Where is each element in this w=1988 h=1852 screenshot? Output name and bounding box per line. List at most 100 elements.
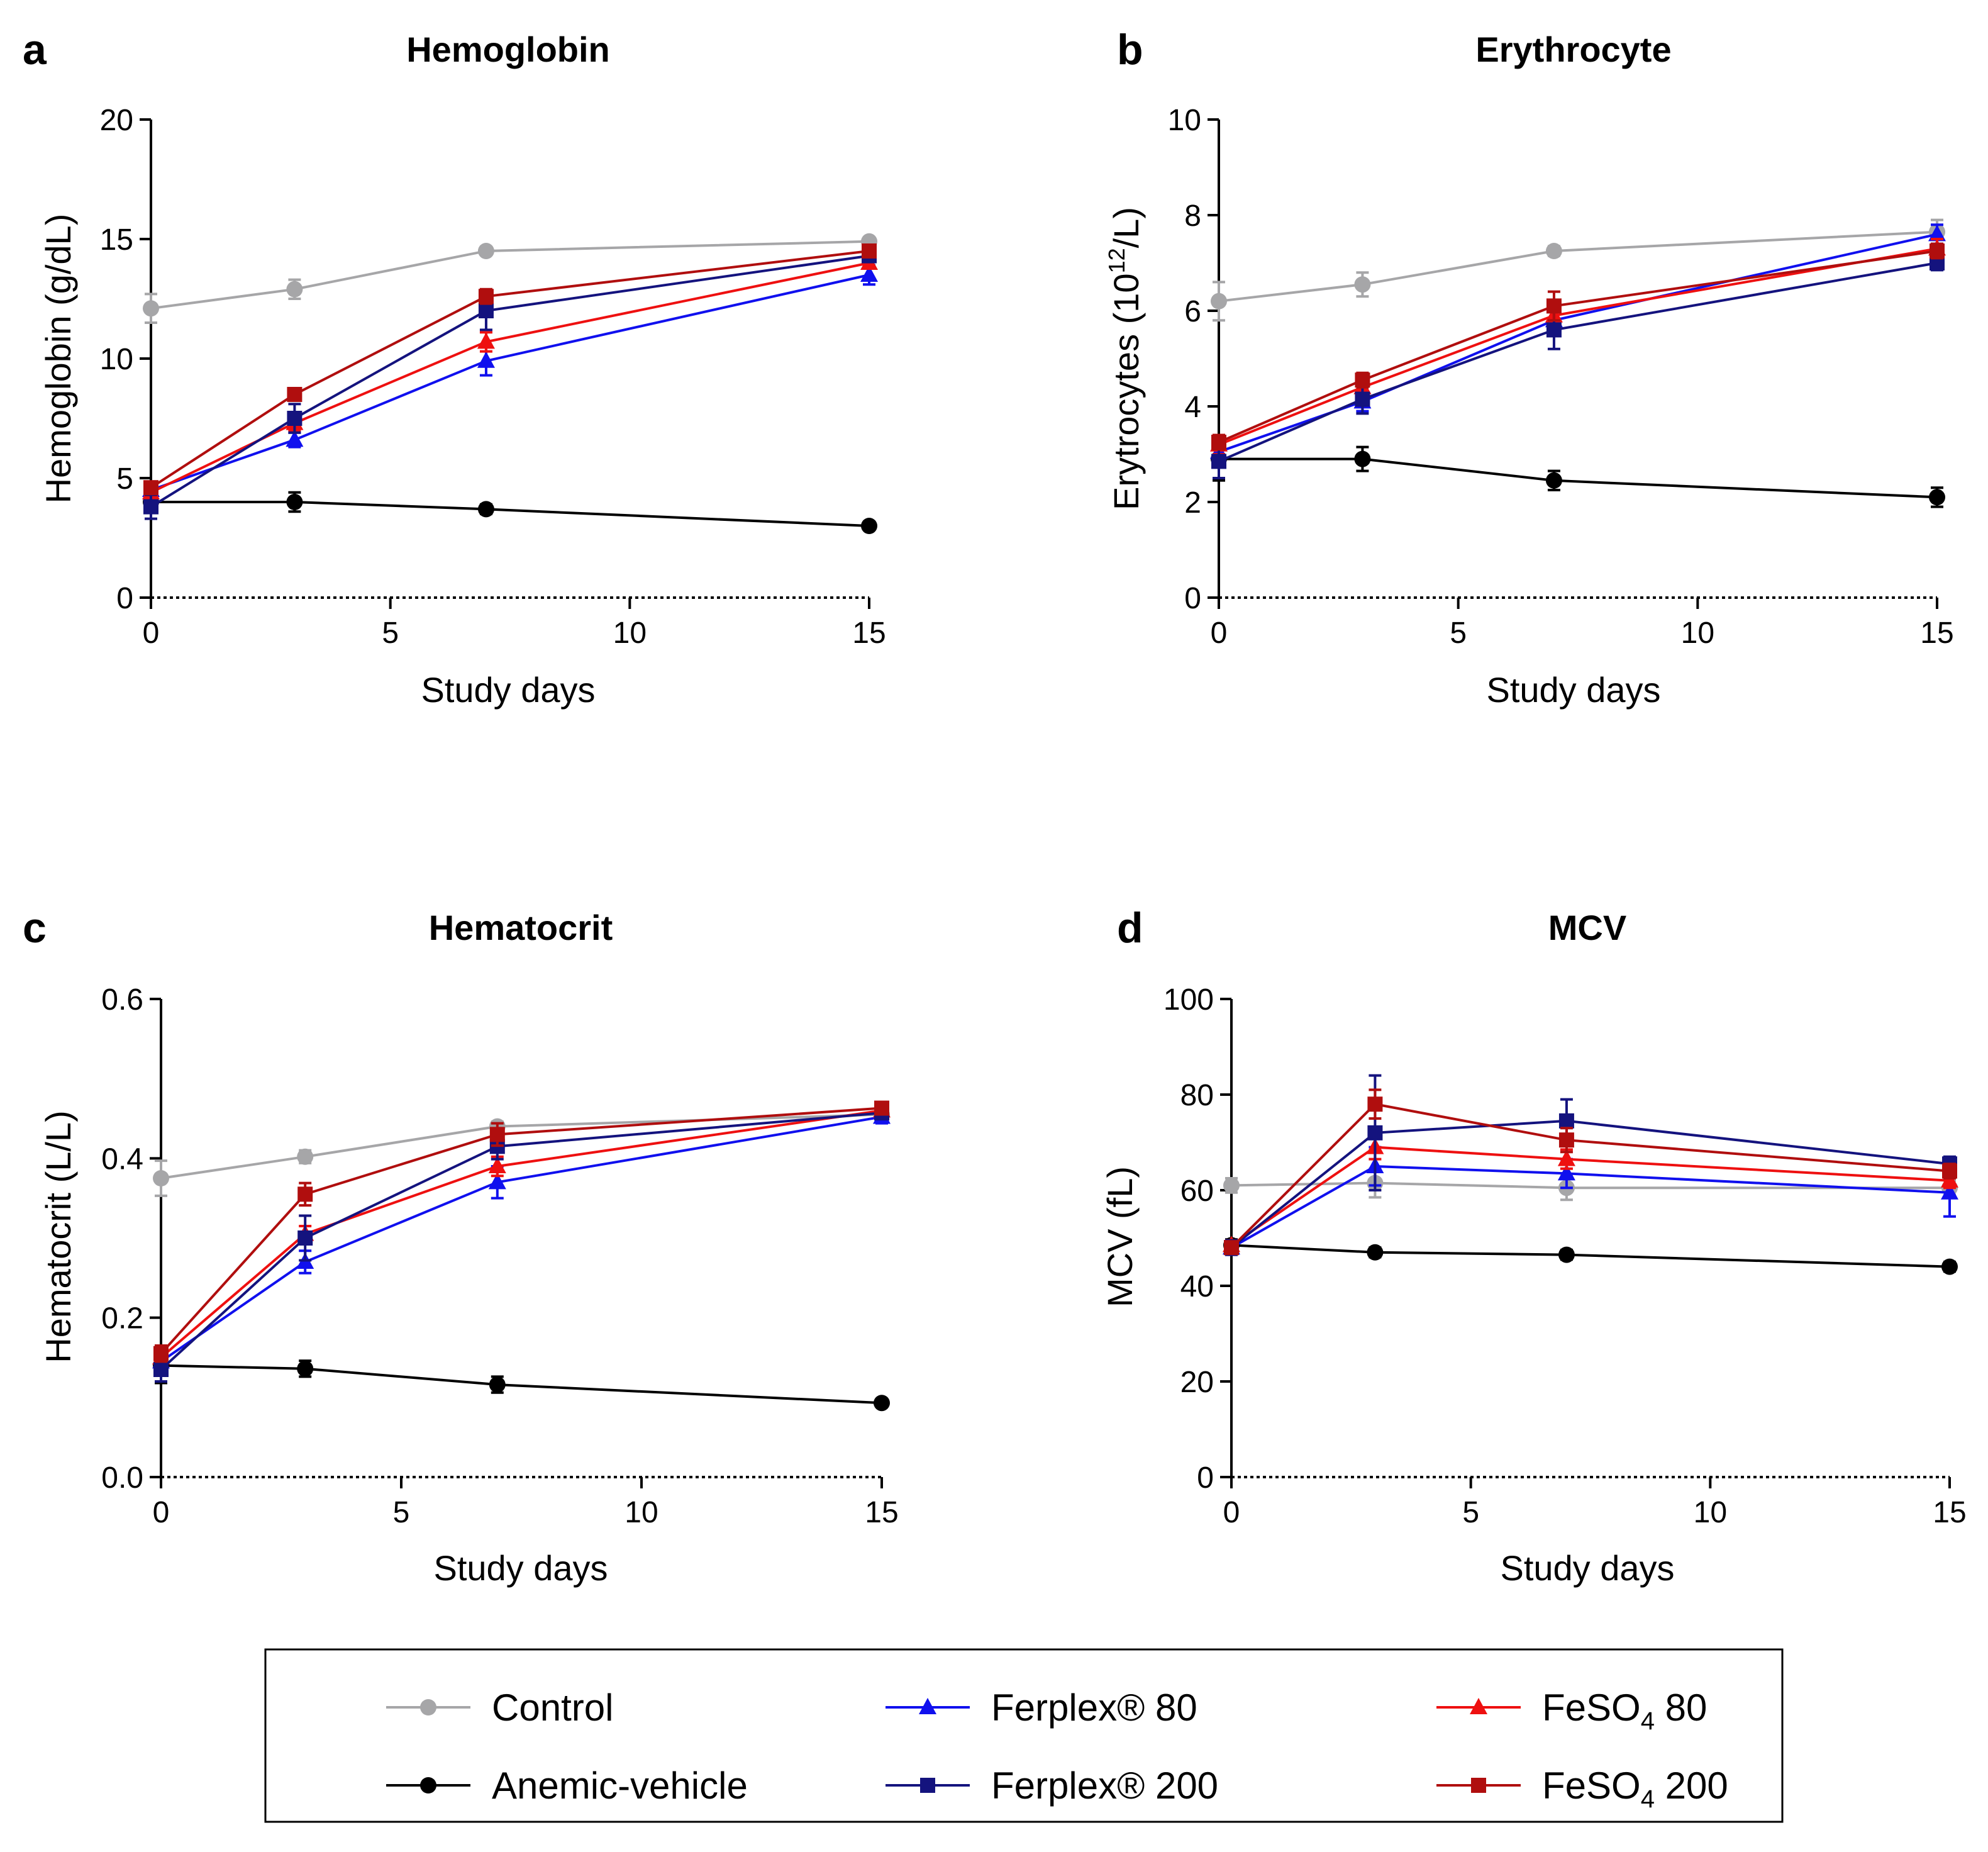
series-line (150, 250, 870, 489)
legend-entry-feso480: FeSO4 80 (1436, 1687, 1707, 1735)
series-ferplex200 (143, 248, 877, 520)
series-line (1218, 250, 1938, 443)
y-tick-label: 15 (100, 223, 133, 257)
data-point (874, 1100, 889, 1116)
series-line (150, 274, 870, 491)
data-point (478, 289, 494, 304)
y-tick-label: 0.2 (101, 1302, 143, 1336)
x-tick-label: 0 (1223, 1496, 1240, 1529)
series-line (1231, 1244, 1950, 1268)
series-line (1230, 1146, 1950, 1247)
panel-hematocrit: c Hematocrit Study days Hematocrit (L/L)… (23, 904, 899, 1588)
data-point (1558, 1132, 1574, 1148)
data-point (488, 1157, 506, 1173)
series-line (160, 1107, 882, 1355)
series-feso480 (1210, 238, 1946, 455)
data-point (153, 1170, 169, 1186)
data-point (1545, 472, 1562, 489)
triangle-icon (919, 1698, 936, 1714)
x-axis-label: Study days (1486, 670, 1660, 710)
series-line (160, 1113, 882, 1180)
data-point (861, 518, 877, 534)
panel-letter: b (1117, 26, 1143, 74)
series-line (1218, 247, 1938, 446)
data-point (1546, 298, 1562, 314)
legend-label: Ferplex® 200 (991, 1765, 1218, 1807)
series-line (160, 1109, 882, 1359)
y-tick-label: 4 (1184, 391, 1201, 424)
y-axis-label: Erytrocytes (1012/L) (1104, 207, 1146, 510)
series-ferplex80 (1210, 223, 1946, 466)
series-anemic (1223, 1237, 1958, 1275)
circle-icon (420, 1699, 436, 1715)
y-axis-label: Hemoglobin (g/dL) (38, 214, 78, 504)
x-tick-label: 0 (1211, 616, 1228, 650)
x-tick-label: 0 (143, 616, 160, 650)
data-point (489, 1376, 506, 1393)
panel-letter: a (23, 26, 47, 74)
y-tick-label: 100 (1163, 983, 1214, 1017)
series-feso4200 (1211, 242, 1945, 451)
data-point (1211, 454, 1226, 469)
legend-label-main: FeSO (1542, 1765, 1641, 1807)
data-point (478, 303, 494, 318)
chart-title: Erythrocyte (1475, 30, 1671, 69)
data-point (1354, 450, 1371, 467)
series-line (1231, 1181, 1950, 1190)
series-feso480 (152, 1101, 891, 1367)
y-tick-label: 40 (1180, 1270, 1214, 1303)
y-tick-label: 5 (116, 462, 133, 496)
data-point (1942, 1163, 1957, 1179)
data-point (1557, 1164, 1575, 1181)
triangle-icon (1470, 1698, 1487, 1714)
data-point (287, 411, 303, 426)
series-ferplex200 (1224, 1074, 1957, 1256)
series-line (160, 1112, 882, 1371)
series-line (160, 1364, 882, 1405)
legend-label-sub: 4 (1641, 1707, 1655, 1735)
legend-label-sub: 4 (1641, 1785, 1655, 1813)
y-tick-label: 0 (1184, 582, 1201, 615)
legend-label: Control (492, 1687, 613, 1729)
data-point (143, 300, 159, 317)
x-tick-label: 0 (153, 1496, 170, 1529)
y-tick-label: 2 (1184, 486, 1201, 520)
x-tick-label: 10 (625, 1496, 658, 1529)
data-point (1557, 1149, 1575, 1166)
y-axis-label: Hematocrit (L/L) (38, 1110, 78, 1363)
x-tick-label: 5 (1450, 616, 1467, 650)
y-tick-label: 80 (1180, 1079, 1214, 1112)
legend-label: Ferplex® 80 (991, 1687, 1197, 1729)
chart-title: Hematocrit (429, 908, 613, 947)
data-point (1355, 372, 1370, 388)
data-point (1941, 1183, 1958, 1200)
data-point (1224, 1240, 1239, 1256)
series-line (1230, 1103, 1950, 1249)
circle-icon (420, 1777, 436, 1793)
series-line (1219, 457, 1938, 499)
series-feso4200 (153, 1100, 889, 1363)
data-point (1223, 1177, 1240, 1194)
y-tick-label: 8 (1184, 199, 1201, 233)
data-point (286, 281, 303, 298)
data-point (1558, 1246, 1575, 1263)
x-tick-label: 10 (1694, 1496, 1727, 1529)
square-icon (920, 1778, 935, 1793)
legend-entry-feso4200: FeSO4 200 (1436, 1765, 1728, 1813)
series-feso4200 (143, 243, 877, 496)
series-line (1218, 230, 1938, 303)
y-tick-label: 10 (1168, 104, 1201, 137)
legend-label-main: FeSO (1542, 1687, 1641, 1729)
data-point (297, 1230, 313, 1246)
chart-title: Hemoglobin (406, 30, 610, 69)
data-point (1929, 489, 1945, 506)
x-tick-label: 10 (613, 616, 647, 650)
x-tick-label: 10 (1681, 616, 1714, 650)
series-anemic (143, 491, 877, 534)
x-axis-label: Study days (421, 670, 595, 710)
data-point (1367, 1096, 1383, 1112)
data-point (874, 1395, 890, 1412)
legend-entry-anemic: Anemic-vehicle (386, 1765, 748, 1807)
data-point (1367, 1244, 1384, 1261)
x-axis-label: Study days (433, 1548, 608, 1588)
